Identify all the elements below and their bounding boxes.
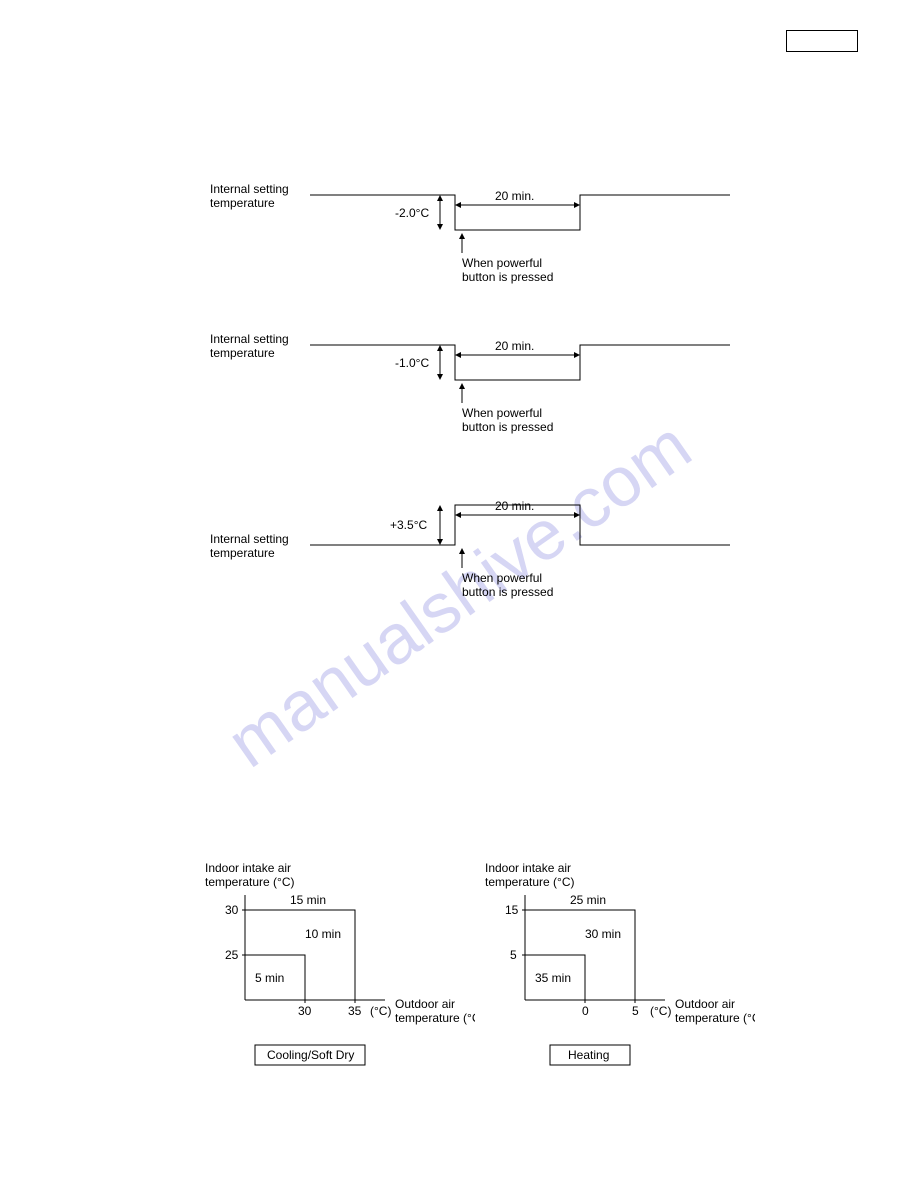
d3-label1: Internal setting bbox=[210, 532, 289, 546]
c1-ytick-25: 25 bbox=[225, 948, 239, 962]
diagram-3: Internal setting temperature +3.5°C 20 m… bbox=[210, 475, 810, 605]
d2-delta: -1.0°C bbox=[395, 356, 429, 370]
chart-cooling: Indoor intake air temperature (°C) 30 25… bbox=[195, 860, 475, 1080]
c1-ytick-30: 30 bbox=[225, 903, 239, 917]
diagram-2: Internal setting temperature -1.0°C 20 m… bbox=[210, 325, 810, 455]
c2-xtick-0: 0 bbox=[582, 1004, 589, 1018]
c1-ylabel1: Indoor intake air bbox=[205, 861, 291, 875]
d2-cap2: button is pressed bbox=[462, 420, 553, 434]
c2-ylabel2: temperature (°C) bbox=[485, 875, 575, 889]
c1-xlabel2: temperature (°C) bbox=[395, 1011, 475, 1025]
c1-xlabel1: Outdoor air bbox=[395, 997, 455, 1011]
c2-xlabel2: temperature (°C) bbox=[675, 1011, 755, 1025]
d3-cap2: button is pressed bbox=[462, 585, 553, 599]
d1-duration: 20 min. bbox=[495, 189, 534, 203]
c1-title: Cooling/Soft Dry bbox=[267, 1048, 354, 1062]
d1-cap1: When powerful bbox=[462, 256, 542, 270]
d3-cap1: When powerful bbox=[462, 571, 542, 585]
d1-cap2: button is pressed bbox=[462, 270, 553, 284]
c2-xtick-5: 5 bbox=[632, 1004, 639, 1018]
c1-xtick-35: 35 bbox=[348, 1004, 362, 1018]
c1-xunit: (°C) bbox=[370, 1004, 391, 1018]
d3-delta: +3.5°C bbox=[390, 518, 427, 532]
c1-xtick-30: 30 bbox=[298, 1004, 312, 1018]
c2-outer: 25 min bbox=[570, 893, 606, 907]
c2-xunit: (°C) bbox=[650, 1004, 671, 1018]
c1-outer: 15 min bbox=[290, 893, 326, 907]
c1-ylabel2: temperature (°C) bbox=[205, 875, 295, 889]
d1-label1: Internal setting bbox=[210, 182, 289, 196]
d3-label2: temperature bbox=[210, 546, 275, 560]
c2-ylabel1: Indoor intake air bbox=[485, 861, 571, 875]
c2-ytick-15: 15 bbox=[505, 903, 519, 917]
d3-duration: 20 min. bbox=[495, 499, 534, 513]
c2-ytick-5: 5 bbox=[510, 948, 517, 962]
chart-heating: Indoor intake air temperature (°C) 15 5 … bbox=[475, 860, 755, 1080]
corner-box bbox=[786, 30, 858, 52]
c1-mid: 10 min bbox=[305, 927, 341, 941]
d1-label2: temperature bbox=[210, 196, 275, 210]
d1-delta: -2.0°C bbox=[395, 206, 429, 220]
c2-mid: 30 min bbox=[585, 927, 621, 941]
d2-duration: 20 min. bbox=[495, 339, 534, 353]
c2-title: Heating bbox=[568, 1048, 609, 1062]
c1-inner: 5 min bbox=[255, 971, 284, 985]
c2-xlabel1: Outdoor air bbox=[675, 997, 735, 1011]
diagram-1: Internal setting temperature -2.0°C 20 m… bbox=[210, 175, 810, 305]
c2-inner: 35 min bbox=[535, 971, 571, 985]
d2-label1: Internal setting bbox=[210, 332, 289, 346]
d2-cap1: When powerful bbox=[462, 406, 542, 420]
d2-label2: temperature bbox=[210, 346, 275, 360]
